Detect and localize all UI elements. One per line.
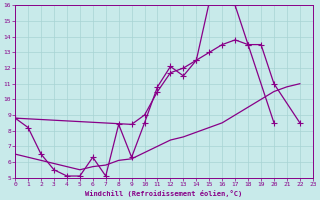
X-axis label: Windchill (Refroidissement éolien,°C): Windchill (Refroidissement éolien,°C) xyxy=(85,190,243,197)
